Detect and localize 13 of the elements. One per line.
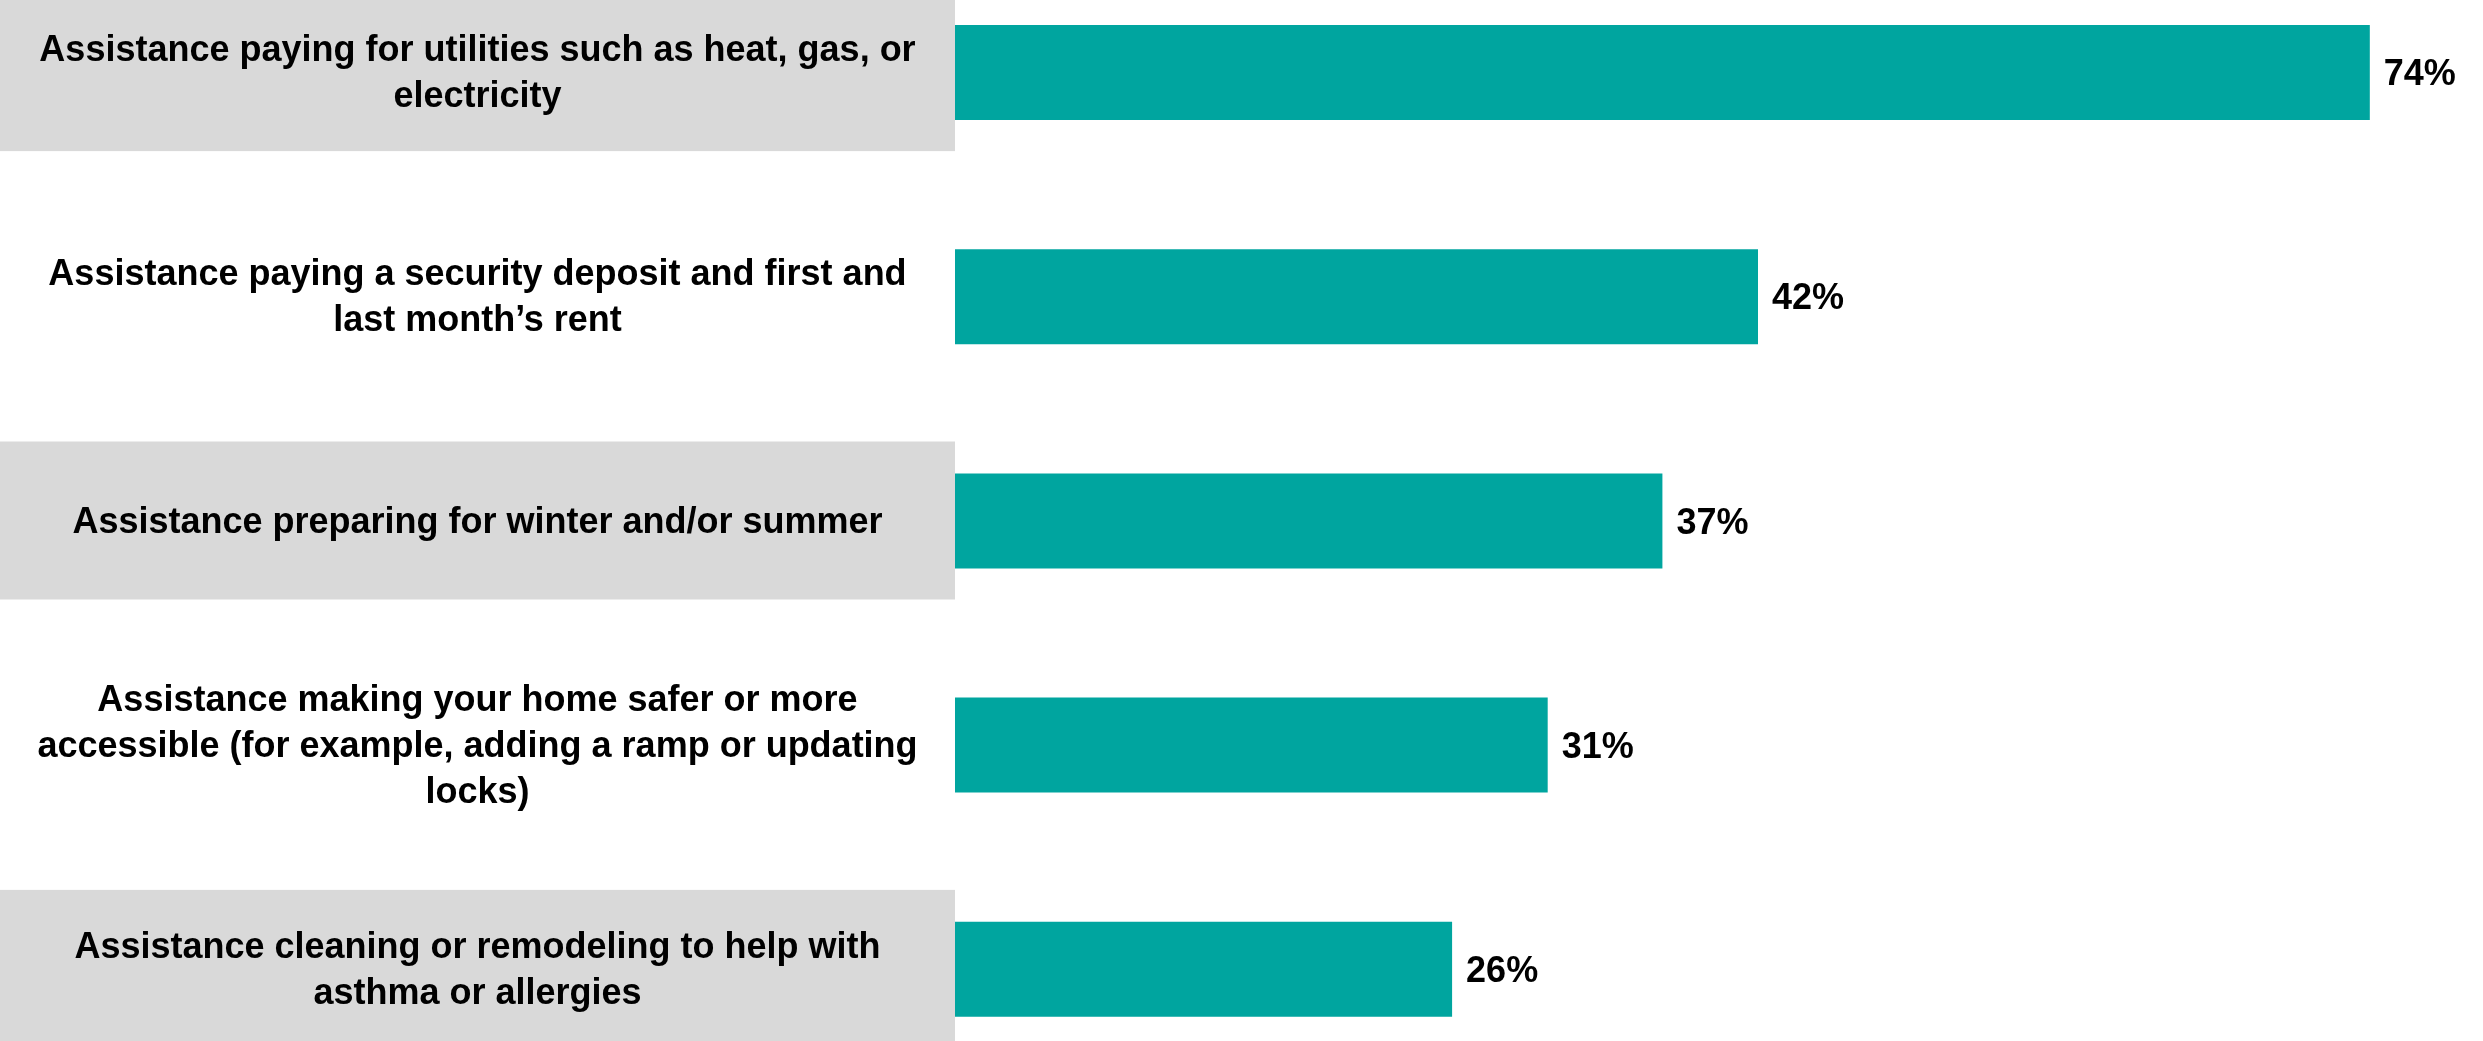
y-tick-label: Assistance cleaning or remodeling to help with asthma or allergies [73, 923, 882, 1014]
data-label: 74% [2383, 52, 2456, 94]
bar [955, 697, 1548, 793]
y-tick-label: Assistance preparing for winter and/or summer [72, 498, 883, 543]
y-tick-label: Assistance paying for utilities such as heat, gas, or electricity [38, 27, 917, 118]
data-label: 42% [1772, 276, 1845, 318]
data-label: 31% [1561, 724, 1634, 766]
y-tick-label: Assistance making your home safer or more accessible (for example, adding a ramp or updating locks) [36, 676, 919, 813]
data-label: 26% [1466, 949, 1539, 991]
y-tick-label: Assistance paying a security deposit and first and last month’s rent [47, 251, 908, 342]
bar [955, 249, 1758, 345]
data-label: 37% [1676, 500, 1749, 542]
bar [955, 921, 1453, 1017]
